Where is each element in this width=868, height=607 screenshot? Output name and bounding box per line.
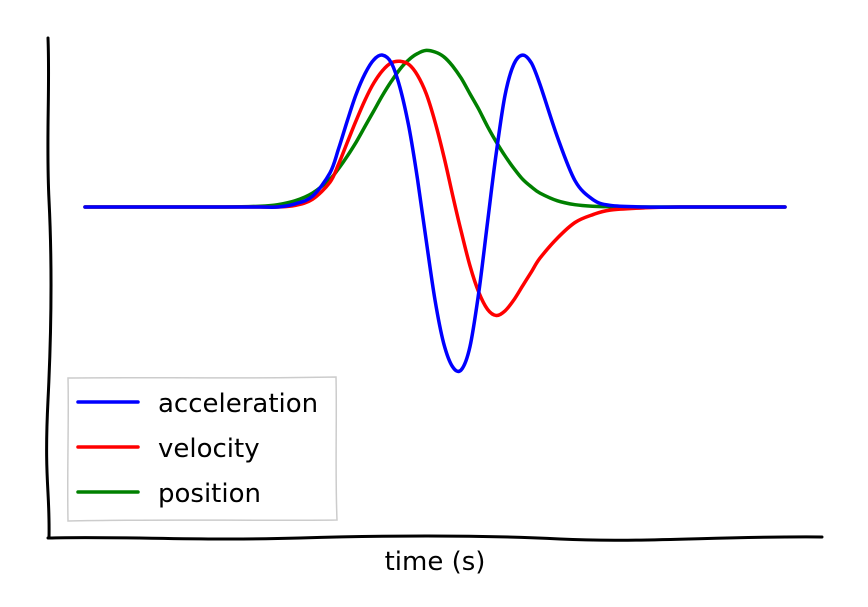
acceleration-line	[83, 53, 787, 374]
legend-label-position: position	[158, 479, 261, 509]
legend-box	[66, 376, 338, 522]
x-axis-label: time (s)	[385, 547, 486, 577]
position-line	[83, 48, 787, 209]
plot-area	[83, 48, 787, 374]
legend-label-acceleration: acceleration	[158, 389, 318, 419]
x-axis-line	[46, 534, 824, 542]
y-axis-line	[45, 36, 53, 540]
velocity-line	[83, 59, 787, 318]
legend-label-velocity: velocity	[158, 434, 260, 464]
legend: acceleration velocity position	[66, 376, 338, 522]
